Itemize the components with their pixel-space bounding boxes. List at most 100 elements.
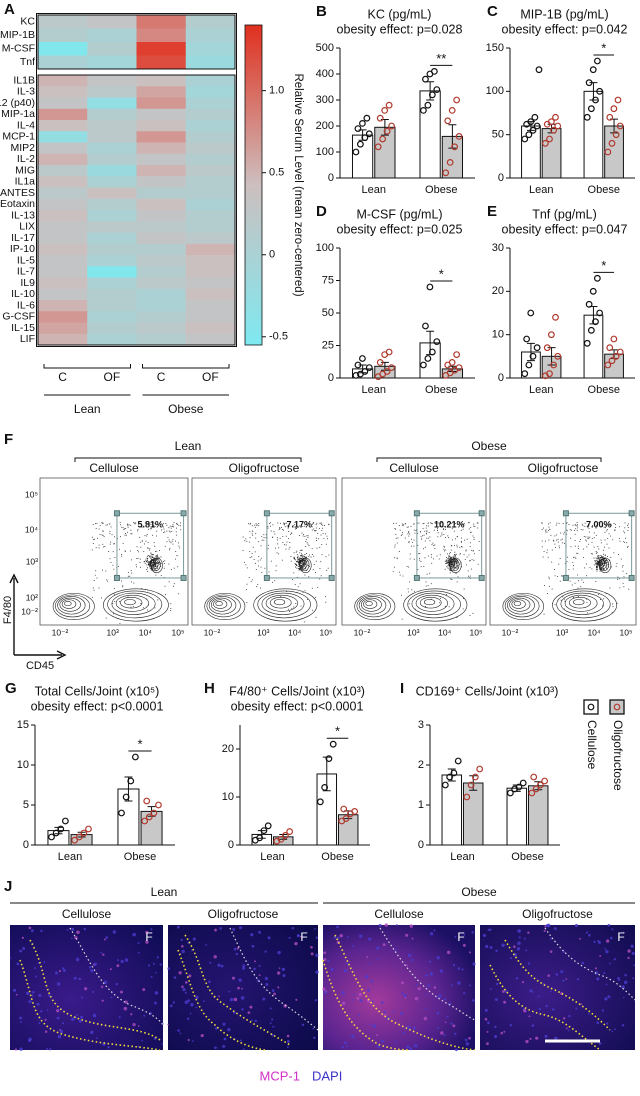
event-dot — [296, 557, 298, 559]
event-dot — [602, 549, 604, 551]
heat-cell — [38, 266, 88, 278]
row-label: MIP-1a — [1, 108, 35, 120]
nucleus — [562, 979, 565, 982]
event-dot — [430, 554, 432, 556]
y-tick-label: 10 — [492, 329, 504, 341]
nucleus — [532, 991, 535, 993]
event-dot — [153, 564, 155, 566]
nucleus — [83, 927, 87, 931]
event-dot — [407, 526, 409, 528]
event-dot — [547, 556, 549, 558]
x-tick-label: 10⁵ — [470, 627, 483, 637]
event-dot — [607, 538, 609, 539]
event-dot — [610, 535, 612, 537]
contour — [269, 596, 292, 609]
event-dot — [124, 528, 125, 530]
data-point — [463, 793, 471, 801]
event-dot — [449, 556, 451, 558]
data-point — [256, 834, 264, 842]
event-dot — [408, 566, 410, 568]
event-dot — [135, 566, 137, 568]
event-dot — [418, 553, 420, 555]
contour — [107, 590, 163, 619]
event-dot — [147, 547, 149, 549]
event-dot — [139, 558, 141, 560]
row-label: M-CSF — [2, 43, 35, 55]
event-dot — [321, 522, 323, 524]
nucleus — [178, 971, 182, 975]
event-dot — [455, 567, 457, 569]
event-dot — [609, 524, 610, 526]
nucleus — [593, 940, 596, 944]
data-point — [356, 140, 364, 148]
event-dot — [178, 593, 180, 595]
event-dot — [441, 534, 443, 536]
nucleus — [66, 929, 69, 932]
event-dot — [251, 533, 253, 535]
gate-handle — [328, 510, 335, 517]
event-dot — [626, 542, 628, 544]
event-dot — [595, 568, 597, 570]
event-dot — [272, 536, 274, 538]
event-dot — [155, 567, 157, 569]
data-point — [519, 779, 527, 787]
event-dot — [430, 583, 432, 585]
event-dot — [296, 550, 298, 552]
event-dot — [561, 575, 563, 577]
event-dot — [606, 543, 608, 545]
event-dot — [305, 560, 306, 562]
data-point — [75, 833, 83, 841]
event-dot — [308, 576, 310, 578]
gate-handle — [263, 510, 270, 517]
event-dot — [148, 524, 150, 525]
event-dot — [263, 539, 265, 541]
nucleus — [269, 1007, 272, 1010]
event-dot — [293, 572, 295, 574]
event-dot — [424, 546, 426, 548]
event-dot — [604, 554, 606, 556]
heat-cell — [136, 288, 187, 301]
event-dot — [170, 610, 172, 611]
event-dot — [411, 541, 413, 543]
nucleus — [549, 990, 552, 993]
event-dot — [455, 561, 457, 563]
contour — [507, 596, 535, 615]
event-dot — [134, 523, 136, 525]
nucleus — [462, 943, 466, 947]
event-dot — [465, 564, 467, 566]
event-dot — [450, 557, 452, 559]
nucleus — [220, 964, 224, 968]
event-dot — [242, 536, 244, 538]
heat-cell — [136, 266, 187, 278]
data-point — [131, 753, 139, 761]
data-point — [604, 148, 612, 156]
event-dot — [546, 531, 548, 533]
event-dot — [576, 552, 578, 554]
event-dot — [313, 555, 315, 557]
event-dot — [437, 530, 438, 531]
event-dot — [296, 565, 298, 567]
event-dot — [440, 597, 441, 599]
nucleus — [271, 1018, 274, 1021]
event-dot — [299, 557, 301, 559]
event-dot — [563, 531, 565, 533]
nucleus — [169, 1004, 173, 1008]
event-dot — [456, 546, 458, 548]
event-dot — [469, 614, 471, 616]
event-dot — [127, 526, 129, 528]
heat-cell — [136, 142, 187, 155]
event-dot — [302, 591, 304, 593]
nucleus — [605, 1022, 609, 1025]
nucleus — [485, 944, 489, 949]
nucleus — [596, 977, 600, 981]
event-dot — [146, 561, 148, 563]
event-dot — [573, 529, 575, 531]
heat-cell — [87, 165, 137, 177]
event-dot — [587, 536, 589, 538]
row-label: LIF — [20, 333, 35, 345]
data-point — [264, 822, 272, 830]
nucleus — [277, 986, 280, 989]
data-point — [342, 815, 350, 822]
nucleus — [12, 988, 17, 992]
